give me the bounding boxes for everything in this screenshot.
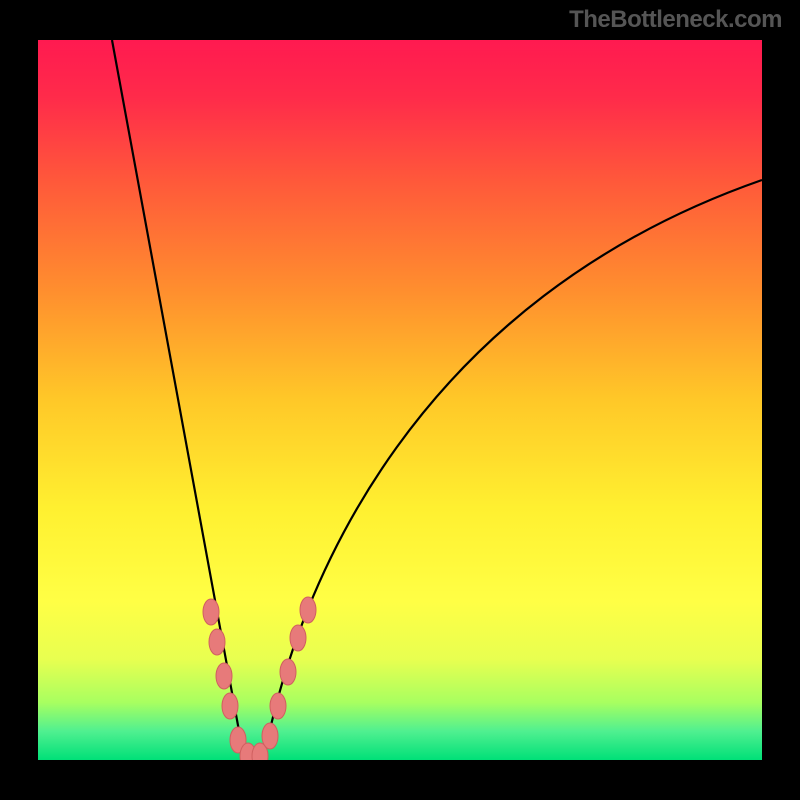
chart-root: TheBottleneck.com (0, 0, 800, 800)
curve-layer (38, 40, 762, 760)
plot-area (38, 40, 762, 760)
data-marker (222, 693, 238, 719)
data-marker (290, 625, 306, 651)
watermark-text: TheBottleneck.com (569, 6, 782, 34)
data-marker (262, 723, 278, 749)
data-marker (270, 693, 286, 719)
bottleneck-curve (112, 40, 762, 760)
data-marker (300, 597, 316, 623)
data-marker (216, 663, 232, 689)
data-marker (280, 659, 296, 685)
data-marker (209, 629, 225, 655)
data-marker (203, 599, 219, 625)
